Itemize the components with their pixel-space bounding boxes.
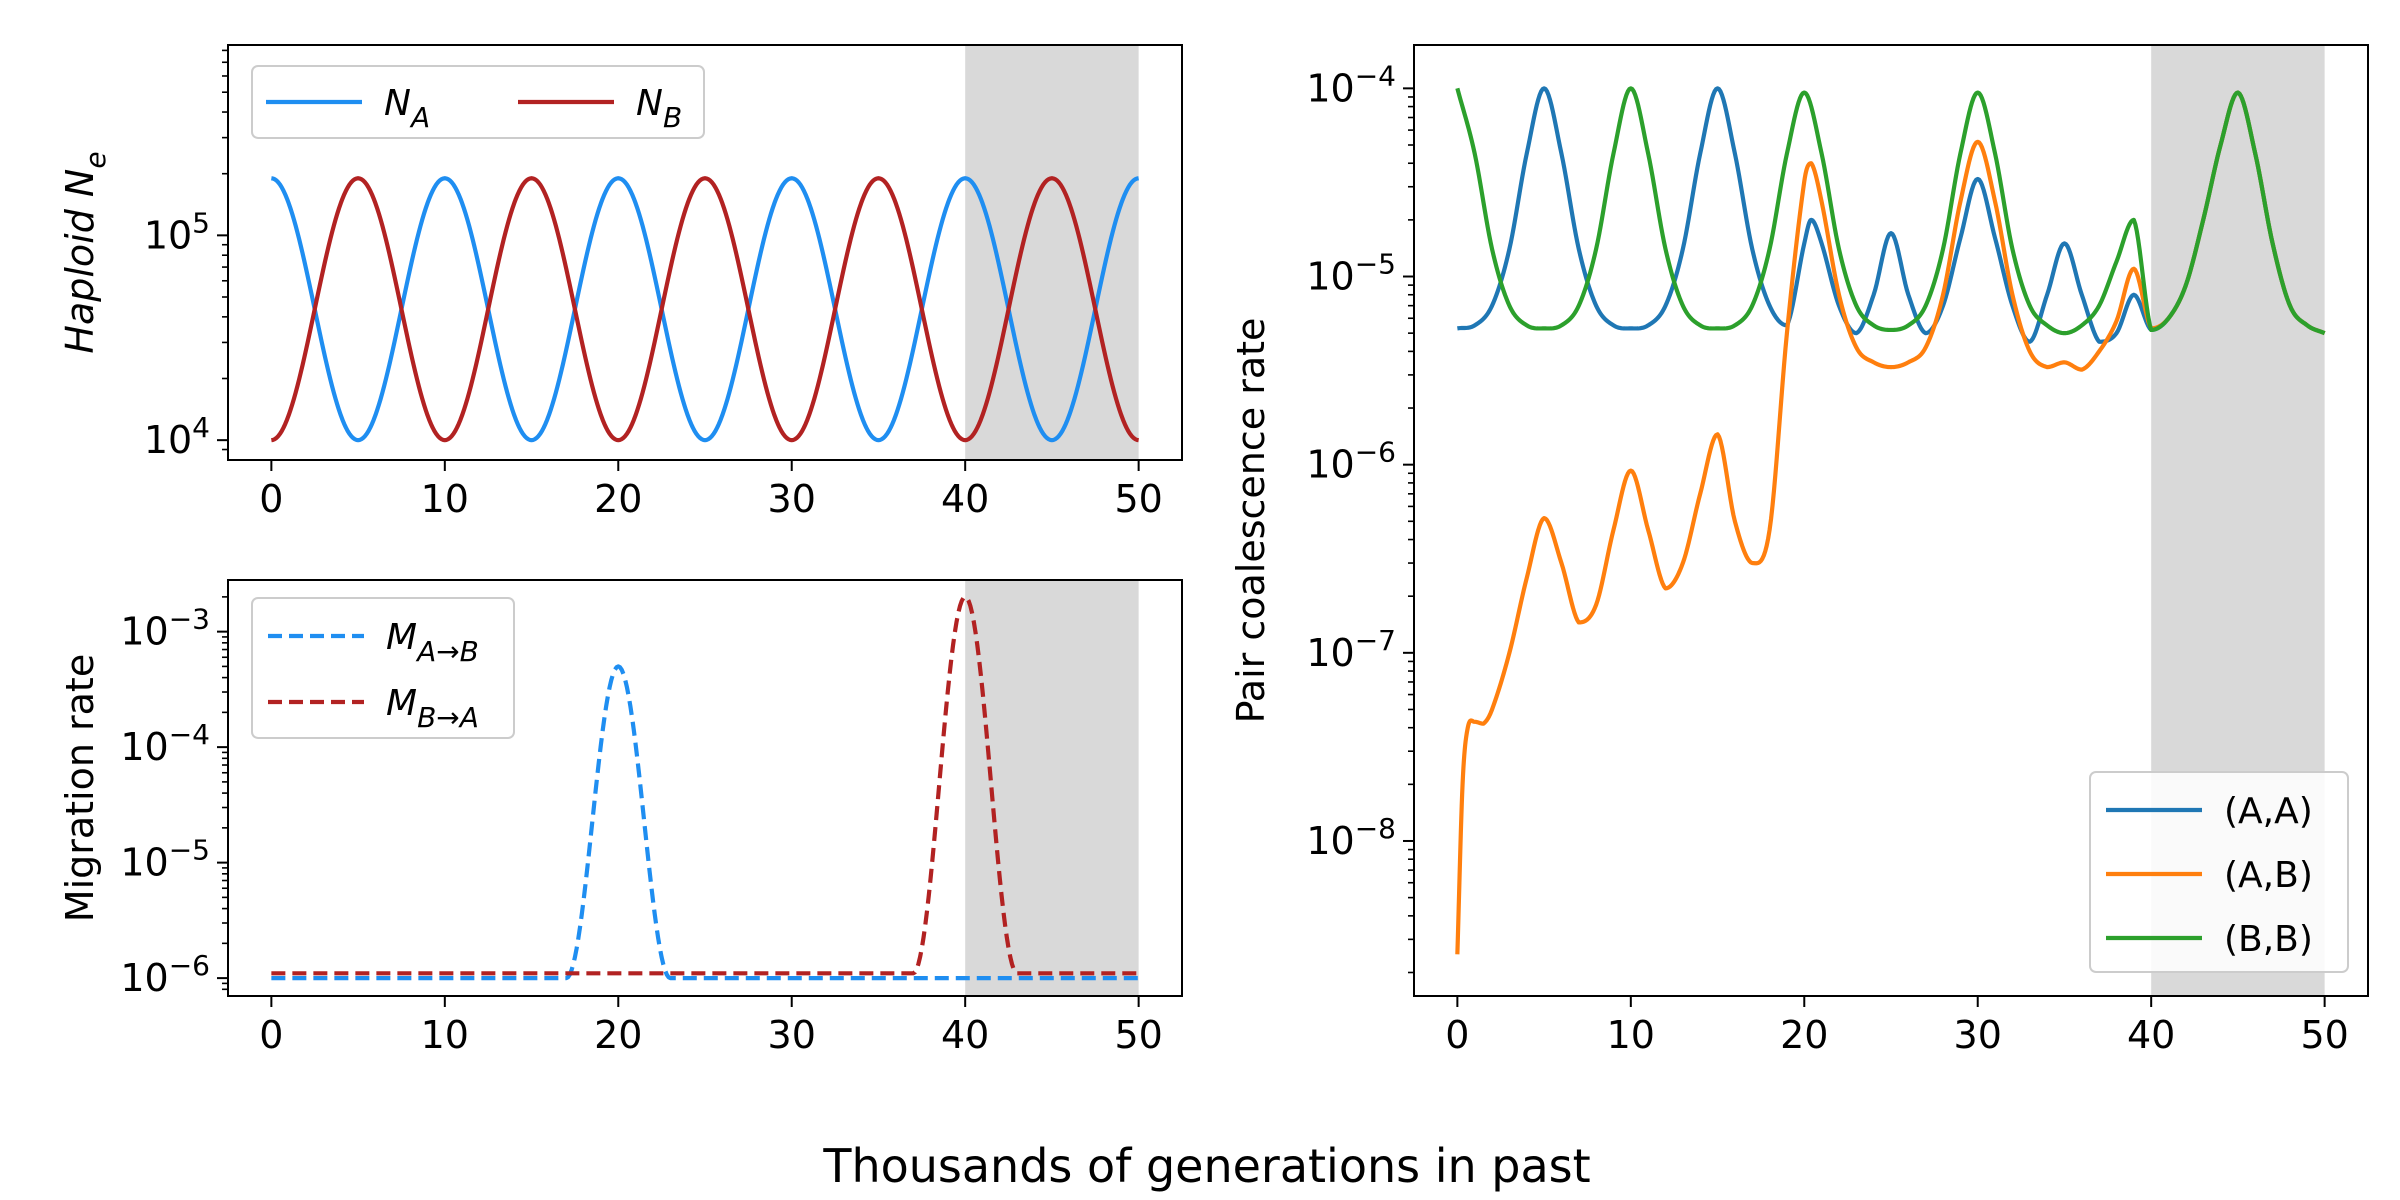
x-tick-label: 30	[768, 477, 816, 521]
y-tick-label: 10−3	[120, 603, 210, 654]
y-tick-label: 10−5	[120, 834, 210, 885]
y-tick-label: 10−8	[1306, 812, 1396, 863]
x-tick-label: 30	[1954, 1013, 2002, 1057]
y-tick-label: 10−6	[1306, 436, 1396, 487]
shaded-region	[965, 45, 1139, 460]
legend: MA→B MB→A	[251, 597, 515, 739]
x-tick-label: 30	[768, 1013, 816, 1057]
axes-frame	[227, 44, 1183, 461]
x-tick-label: 40	[941, 477, 989, 521]
effective-size-panel: 104 105 0 10 20 30 40 50 Haploid Ne NA NB	[58, 44, 1183, 521]
x-tick-label: 0	[259, 1013, 283, 1057]
x-tick-label: 50	[1114, 477, 1162, 521]
y-axis-label: Pair coalescence rate	[1229, 318, 1273, 724]
x-tick-label: 10	[1607, 1013, 1655, 1057]
axes-frame	[1413, 44, 2369, 997]
x-tick-label: 20	[594, 1013, 642, 1057]
x-tick-label: 40	[941, 1013, 989, 1057]
y-axis-label: Haploid Ne	[58, 151, 112, 353]
y-tick-label: 10−7	[1306, 624, 1396, 675]
series-line-2	[271, 176, 1139, 443]
y-tick-label: 10−4	[1306, 59, 1396, 110]
legend-label: NB	[636, 83, 682, 134]
legend-label: NA	[384, 83, 430, 134]
legend-label: (B,B)	[2224, 919, 2313, 960]
axes-frame	[227, 579, 1183, 997]
coalescence-rate-panel: 10−8 10−7 10−6 10−5 10−4 0 10 20 30 40 50 Pair coal…	[1229, 44, 2369, 1057]
legend: NA NB	[251, 65, 705, 139]
series-line-2	[271, 594, 1139, 976]
legend-label: (A,A)	[2224, 791, 2313, 832]
x-tick-label: 50	[2300, 1013, 2348, 1057]
shaded-region	[965, 580, 1139, 996]
legend-label: MA→B	[386, 617, 479, 668]
y-tick-label: 104	[144, 411, 210, 462]
x-tick-label: 0	[259, 477, 283, 521]
x-tick-label: 50	[1114, 1013, 1162, 1057]
migration-rate-panel: 10−6 10−5 10−4 10−3 0 10 20 30 40 50 Migration rat…	[58, 579, 1183, 1057]
series-line-1	[271, 176, 1139, 443]
x-tick-label: 20	[594, 477, 642, 521]
y-tick-label: 10−6	[120, 949, 210, 1000]
series-line-1	[271, 664, 1139, 981]
x-tick-label: 10	[421, 477, 469, 521]
x-tick-label: 40	[2127, 1013, 2175, 1057]
series-line-3	[1455, 86, 2326, 336]
x-tick-label: 10	[421, 1013, 469, 1057]
legend-label: (A,B)	[2224, 855, 2313, 896]
y-axis-label: Migration rate	[58, 654, 102, 922]
legend-label: MB→A	[386, 683, 479, 734]
y-tick-label: 10−5	[1306, 248, 1396, 299]
x-tick-label: 0	[1445, 1013, 1469, 1057]
figure-xlabel: Thousands of generations in past	[822, 1139, 1590, 1193]
y-tick-label: 10−4	[120, 718, 210, 769]
x-tick-label: 20	[1780, 1013, 1828, 1057]
y-tick-label: 105	[144, 206, 210, 257]
legend: (A,A) (A,B) (B,B)	[2089, 771, 2349, 973]
